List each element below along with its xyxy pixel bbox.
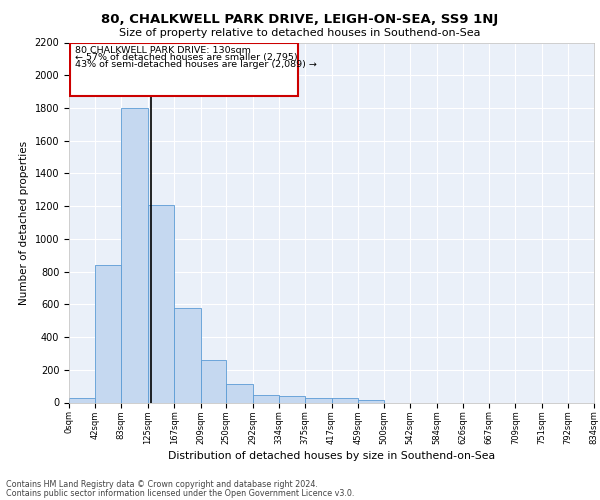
Bar xyxy=(226,384,253,402)
Text: ← 57% of detached houses are smaller (2,795): ← 57% of detached houses are smaller (2,… xyxy=(74,53,297,62)
Y-axis label: Number of detached properties: Number of detached properties xyxy=(19,140,29,304)
X-axis label: Distribution of detached houses by size in Southend-on-Sea: Distribution of detached houses by size … xyxy=(168,451,495,461)
Text: 80 CHALKWELL PARK DRIVE: 130sqm: 80 CHALKWELL PARK DRIVE: 130sqm xyxy=(74,46,251,56)
Bar xyxy=(305,398,331,402)
Text: Size of property relative to detached houses in Southend-on-Sea: Size of property relative to detached ho… xyxy=(119,28,481,38)
Text: 80, CHALKWELL PARK DRIVE, LEIGH-ON-SEA, SS9 1NJ: 80, CHALKWELL PARK DRIVE, LEIGH-ON-SEA, … xyxy=(101,12,499,26)
Bar xyxy=(70,44,298,96)
Text: 43% of semi-detached houses are larger (2,089) →: 43% of semi-detached houses are larger (… xyxy=(74,60,317,68)
Bar xyxy=(331,398,358,402)
Bar xyxy=(121,108,148,403)
Bar xyxy=(174,308,200,402)
Text: Contains HM Land Registry data © Crown copyright and database right 2024.: Contains HM Land Registry data © Crown c… xyxy=(6,480,318,489)
Bar xyxy=(200,360,226,403)
Bar xyxy=(279,396,305,402)
Bar xyxy=(148,204,174,402)
Bar xyxy=(95,265,121,402)
Text: Contains public sector information licensed under the Open Government Licence v3: Contains public sector information licen… xyxy=(6,488,355,498)
Bar xyxy=(253,395,279,402)
Bar xyxy=(69,398,95,402)
Bar xyxy=(358,400,384,402)
